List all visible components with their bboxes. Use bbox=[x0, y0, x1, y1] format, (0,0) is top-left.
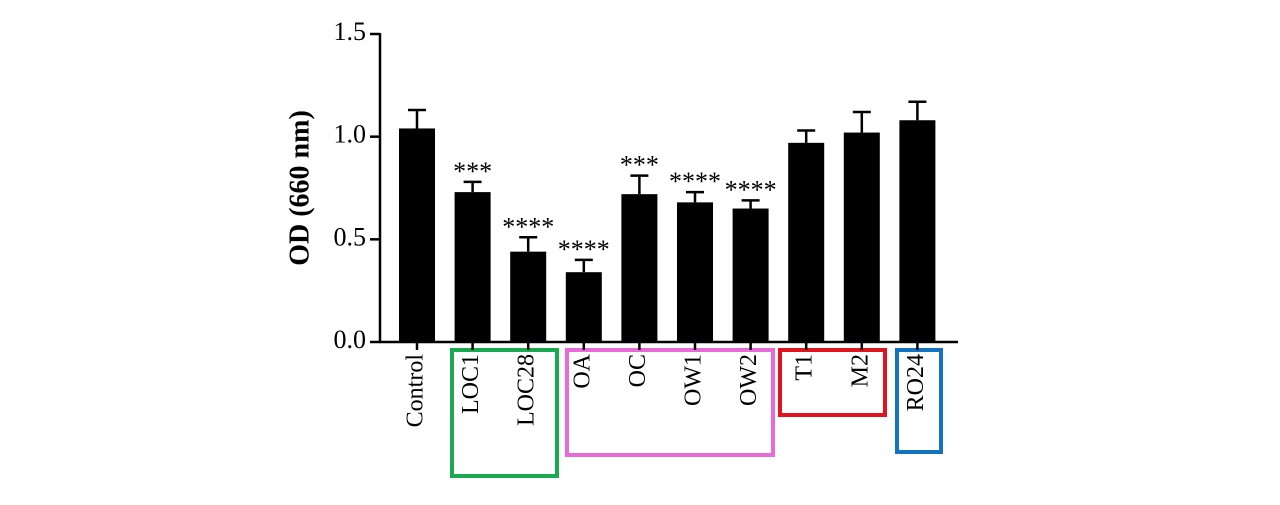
bar bbox=[788, 142, 825, 342]
x-tick-label: LOC1 bbox=[458, 354, 484, 414]
x-tick-label: LOC28 bbox=[514, 354, 540, 426]
bar bbox=[454, 192, 491, 342]
error-bar bbox=[463, 180, 482, 193]
significance-label: **** bbox=[725, 175, 777, 204]
x-tick-label: Control bbox=[403, 354, 429, 428]
bar bbox=[677, 202, 713, 342]
bar bbox=[843, 132, 880, 342]
group-box bbox=[895, 348, 943, 454]
significance-label: *** bbox=[453, 157, 492, 186]
bar bbox=[899, 120, 936, 343]
error-bar bbox=[408, 108, 426, 129]
x-tick-label: OA bbox=[569, 353, 595, 388]
group-box bbox=[778, 348, 887, 417]
bar bbox=[565, 272, 602, 342]
bar bbox=[510, 251, 547, 342]
error-bar bbox=[630, 174, 649, 195]
significance-label: **** bbox=[502, 212, 554, 241]
error-bar bbox=[741, 199, 760, 209]
error-bar bbox=[686, 190, 704, 203]
y-tick-label: 0.5 bbox=[334, 222, 367, 251]
x-tick-label: M2 bbox=[847, 354, 873, 387]
error-bar bbox=[797, 129, 816, 143]
x-tick-label: T1 bbox=[792, 354, 818, 381]
significance-label: *** bbox=[620, 151, 659, 180]
y-tick-label: 1.5 bbox=[334, 17, 367, 46]
significance-label: **** bbox=[669, 167, 721, 196]
error-bar bbox=[574, 258, 593, 273]
error-bar bbox=[852, 110, 871, 133]
bar bbox=[399, 128, 435, 342]
x-tick-label: OW1 bbox=[681, 354, 707, 406]
x-tick-label: OW2 bbox=[736, 354, 762, 406]
significance-label: **** bbox=[558, 235, 610, 264]
bar bbox=[621, 194, 658, 342]
x-tick-label: OC bbox=[625, 354, 651, 387]
y-axis-label: OD (660 nm) bbox=[284, 110, 315, 266]
y-tick-label: 0.0 bbox=[334, 325, 367, 354]
error-bar bbox=[519, 236, 538, 252]
group-box bbox=[450, 348, 559, 478]
y-tick-label: 1.0 bbox=[334, 120, 367, 149]
x-tick-label: RO24 bbox=[903, 354, 929, 411]
group-box bbox=[565, 348, 775, 457]
bar bbox=[732, 208, 769, 342]
error-bar bbox=[908, 100, 927, 121]
